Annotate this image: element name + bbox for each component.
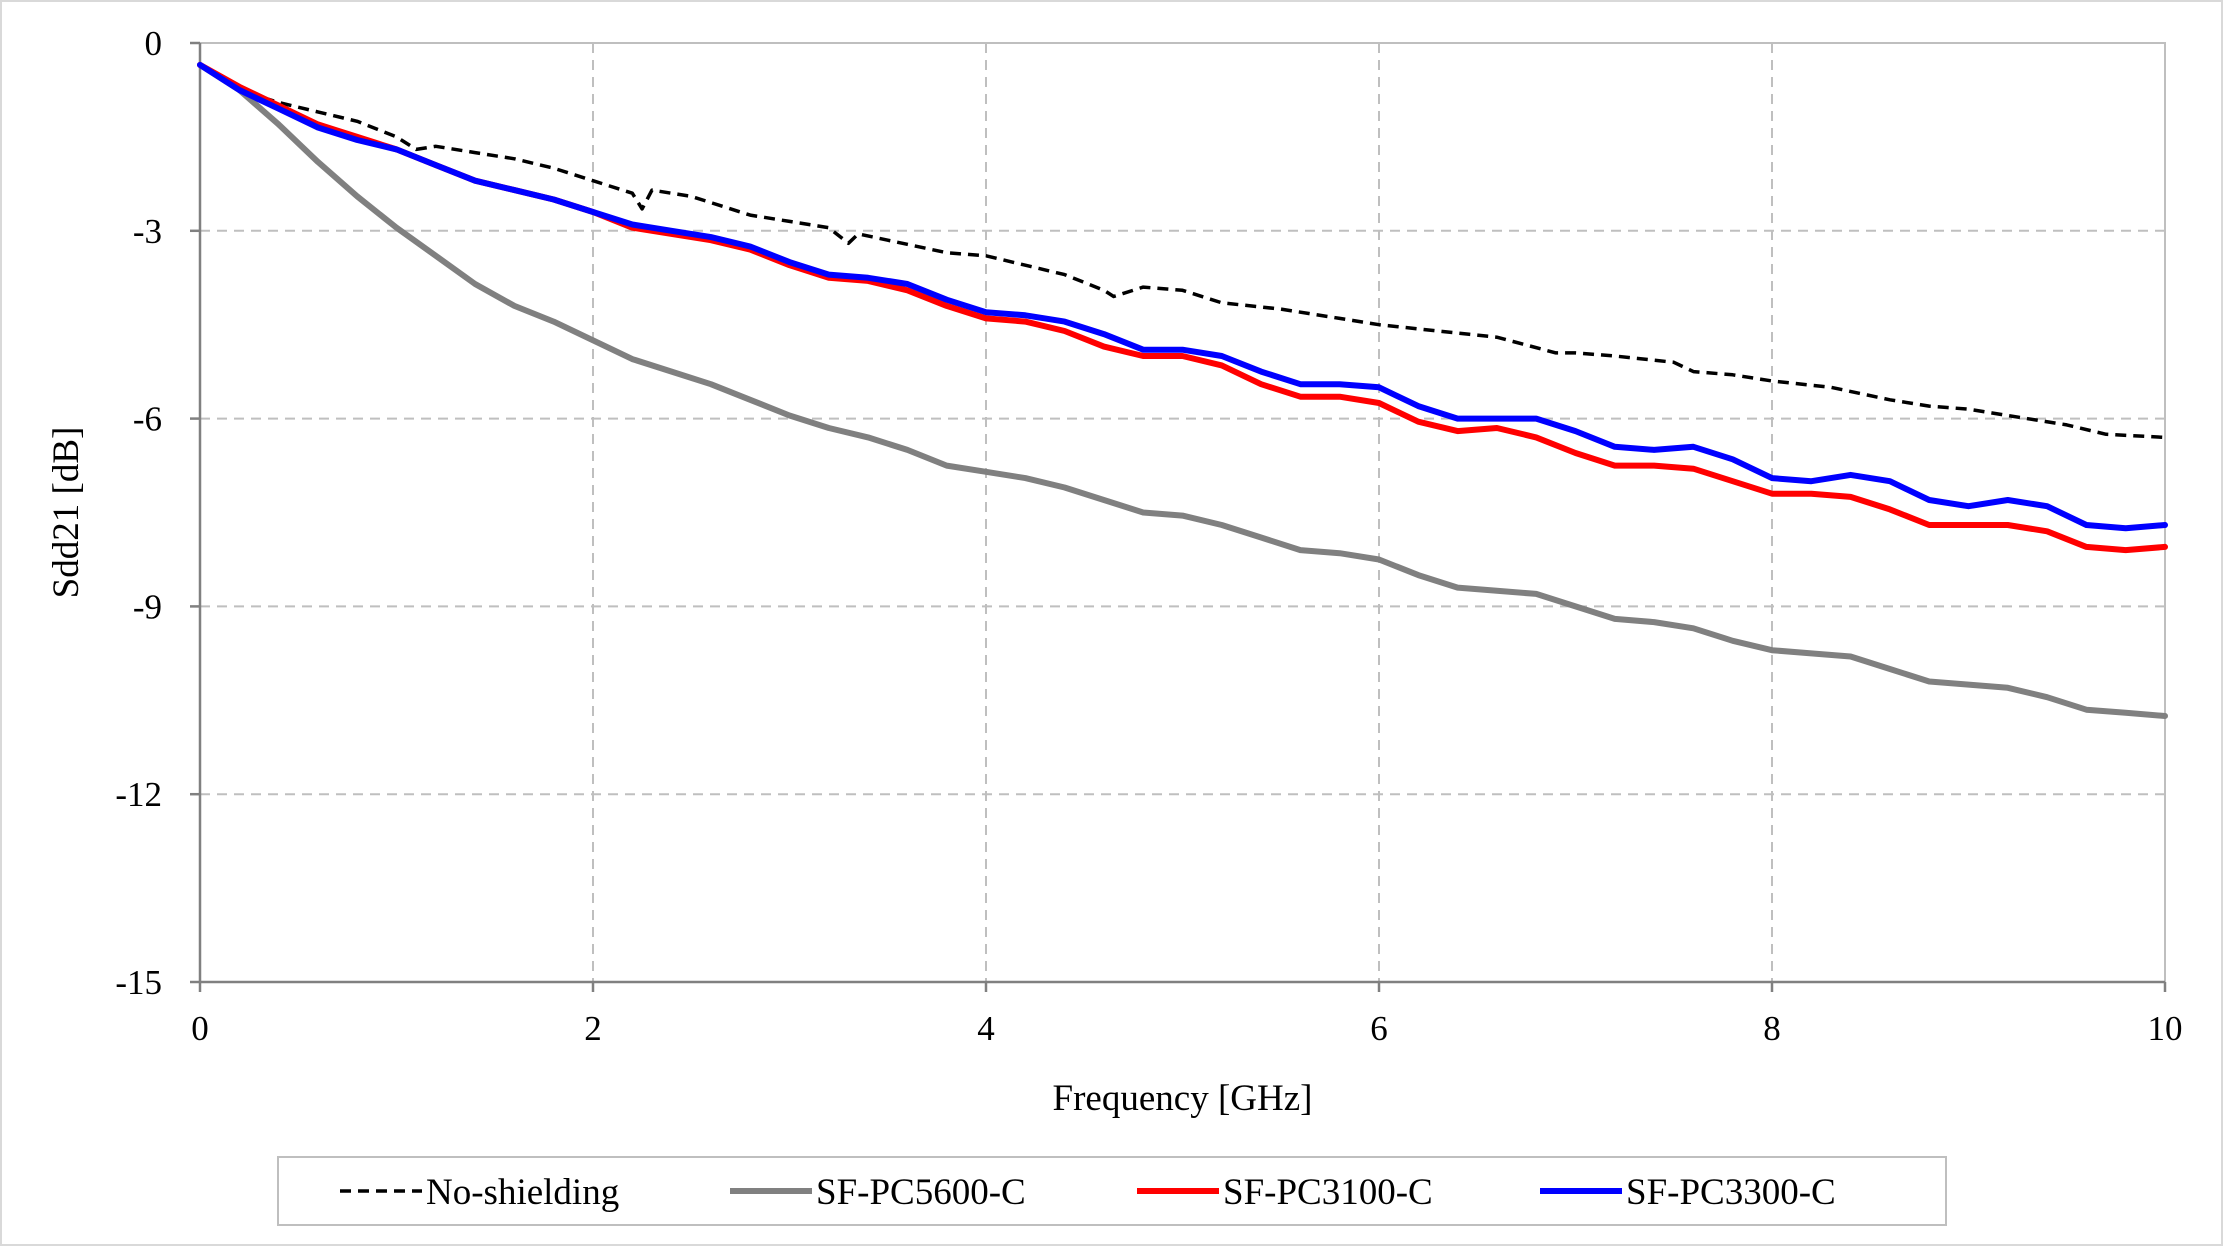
tick-labels: 0 2 4 6 8 10 0 -3 -6 -9 -12 -15 — [115, 24, 2182, 1048]
y-tick-label: -12 — [115, 775, 162, 814]
x-tick-label: 4 — [977, 1009, 995, 1048]
y-axis-title: Sdd21 [dB] — [46, 427, 87, 599]
legend-label: No-shielding — [426, 1172, 619, 1213]
y-tick-label: 0 — [145, 24, 163, 63]
x-axis-title: Frequency [GHz] — [1053, 1078, 1313, 1119]
y-tick-label: -6 — [133, 400, 162, 439]
series-line-sf-pc3300-c — [197, 61, 2168, 532]
x-tick-label: 10 — [2148, 1009, 2183, 1048]
x-tick-label: 6 — [1370, 1009, 1388, 1048]
axes — [190, 41, 2167, 992]
x-tick-label: 2 — [584, 1009, 602, 1048]
y-tick-label: -15 — [115, 963, 162, 1002]
y-tick-label: -9 — [133, 587, 162, 626]
y-tick-label: -3 — [133, 212, 162, 251]
series-line-sf-pc5600-c — [197, 61, 2168, 719]
legend-label: SF-PC5600-C — [816, 1172, 1026, 1213]
series-lines — [197, 61, 2168, 719]
legend-label: SF-PC3100-C — [1223, 1172, 1433, 1213]
legend-label: SF-PC3300-C — [1626, 1172, 1836, 1213]
series-line-no-shielding — [199, 63, 2166, 440]
legend-box — [277, 1156, 1947, 1226]
legend: No-shielding SF-PC5600-C SF-PC3100-C SF-PC3… — [277, 1156, 1947, 1226]
x-tick-label: 8 — [1763, 1009, 1781, 1048]
x-tick-label: 0 — [191, 1009, 209, 1048]
